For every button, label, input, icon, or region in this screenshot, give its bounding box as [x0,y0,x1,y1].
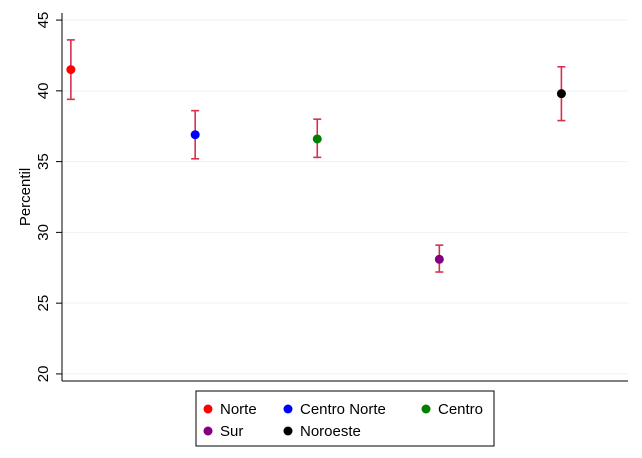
series-centro [312,118,322,159]
data-point [66,65,76,75]
series-noroeste [556,65,566,122]
data-marks [66,39,566,273]
legend-marker [283,404,293,414]
y-tick-label: 30 [35,224,52,241]
y-tick-label: 20 [35,366,52,383]
data-point [556,89,566,99]
legend: Norte Centro Norte Centro Sur Noroeste [195,390,495,447]
y-tick-label: 25 [35,295,52,312]
legend-marker [203,404,213,414]
series-sur [434,244,444,273]
legend-label: Centro [438,401,483,418]
legend-marker [203,426,213,436]
data-point [434,254,444,264]
gridlines [62,19,628,375]
legend-box [195,390,495,447]
legend-label: Noroeste [300,423,361,440]
legend-label: Sur [220,423,243,440]
y-axis: 20 25 30 35 40 45 [35,12,63,383]
y-tick-label: 35 [35,153,52,170]
legend-label: Centro Norte [300,401,386,418]
legend-label: Norte [220,401,257,418]
legend-marker [421,404,431,414]
y-tick-label: 40 [35,83,52,100]
series-norte [66,39,76,101]
legend-marker [283,426,293,436]
y-tick-label: 45 [35,12,52,29]
y-axis-title: Percentil [17,168,34,226]
data-point [190,130,200,140]
series-centro-norte [190,109,200,160]
data-point [312,134,322,144]
